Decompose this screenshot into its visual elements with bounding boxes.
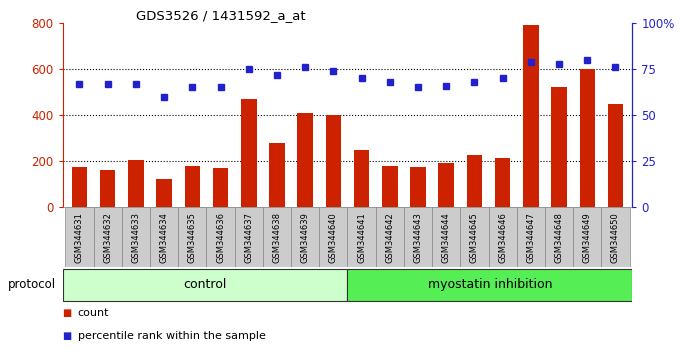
Text: GSM344636: GSM344636 xyxy=(216,212,225,263)
FancyBboxPatch shape xyxy=(404,207,432,267)
FancyBboxPatch shape xyxy=(517,207,545,267)
Text: protocol: protocol xyxy=(8,279,56,291)
Text: GSM344648: GSM344648 xyxy=(555,212,564,263)
FancyBboxPatch shape xyxy=(545,207,573,267)
Bar xyxy=(410,167,426,207)
Text: myostatin inhibition: myostatin inhibition xyxy=(428,278,552,291)
FancyBboxPatch shape xyxy=(347,207,375,267)
Text: count: count xyxy=(78,308,109,318)
FancyBboxPatch shape xyxy=(573,207,601,267)
Text: GSM344647: GSM344647 xyxy=(526,212,535,263)
Text: GSM344635: GSM344635 xyxy=(188,212,197,263)
Text: GSM344633: GSM344633 xyxy=(131,212,140,263)
FancyBboxPatch shape xyxy=(347,269,632,301)
FancyBboxPatch shape xyxy=(460,207,488,267)
Text: GSM344631: GSM344631 xyxy=(75,212,84,263)
Text: GSM344634: GSM344634 xyxy=(160,212,169,263)
Text: ■: ■ xyxy=(63,308,72,318)
Text: GSM344642: GSM344642 xyxy=(386,212,394,263)
FancyBboxPatch shape xyxy=(263,207,291,267)
FancyBboxPatch shape xyxy=(207,207,235,267)
Bar xyxy=(128,160,143,207)
Bar xyxy=(71,167,87,207)
Bar xyxy=(579,69,595,207)
Text: ■: ■ xyxy=(63,331,72,341)
Text: GSM344638: GSM344638 xyxy=(273,212,282,263)
Bar xyxy=(608,104,624,207)
Bar xyxy=(241,99,256,207)
Text: control: control xyxy=(184,278,226,291)
Text: GSM344644: GSM344644 xyxy=(442,212,451,263)
FancyBboxPatch shape xyxy=(63,269,347,301)
FancyBboxPatch shape xyxy=(235,207,263,267)
Text: GSM344650: GSM344650 xyxy=(611,212,620,263)
Text: GSM344639: GSM344639 xyxy=(301,212,309,263)
Text: GSM344640: GSM344640 xyxy=(329,212,338,263)
FancyBboxPatch shape xyxy=(94,207,122,267)
FancyBboxPatch shape xyxy=(601,207,630,267)
FancyBboxPatch shape xyxy=(65,207,94,267)
FancyBboxPatch shape xyxy=(488,207,517,267)
FancyBboxPatch shape xyxy=(122,207,150,267)
Bar xyxy=(184,166,200,207)
Bar xyxy=(382,166,398,207)
Text: GDS3526 / 1431592_a_at: GDS3526 / 1431592_a_at xyxy=(136,9,305,22)
Text: GSM344643: GSM344643 xyxy=(413,212,422,263)
Bar xyxy=(551,87,567,207)
Bar xyxy=(495,158,511,207)
FancyBboxPatch shape xyxy=(150,207,178,267)
Text: GSM344645: GSM344645 xyxy=(470,212,479,263)
Bar xyxy=(354,149,369,207)
FancyBboxPatch shape xyxy=(320,207,347,267)
Bar xyxy=(439,163,454,207)
FancyBboxPatch shape xyxy=(291,207,320,267)
Text: GSM344649: GSM344649 xyxy=(583,212,592,263)
Text: GSM344632: GSM344632 xyxy=(103,212,112,263)
Text: GSM344646: GSM344646 xyxy=(498,212,507,263)
Bar xyxy=(297,113,313,207)
FancyBboxPatch shape xyxy=(375,207,404,267)
Text: GSM344641: GSM344641 xyxy=(357,212,366,263)
Bar xyxy=(326,115,341,207)
Bar xyxy=(156,179,172,207)
Text: percentile rank within the sample: percentile rank within the sample xyxy=(78,331,265,341)
FancyBboxPatch shape xyxy=(432,207,460,267)
Bar xyxy=(523,25,539,207)
Bar xyxy=(466,155,482,207)
Bar xyxy=(213,169,228,207)
Bar xyxy=(100,170,116,207)
Text: GSM344637: GSM344637 xyxy=(244,212,253,263)
Bar xyxy=(269,143,285,207)
FancyBboxPatch shape xyxy=(178,207,207,267)
